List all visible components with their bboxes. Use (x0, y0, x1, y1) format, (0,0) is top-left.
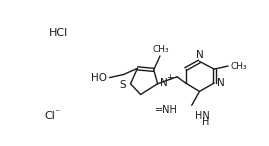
Text: N: N (196, 50, 203, 60)
Text: CH₃: CH₃ (153, 45, 169, 54)
Text: H: H (202, 117, 209, 127)
Text: S: S (119, 80, 126, 90)
Text: ⁻: ⁻ (55, 108, 60, 118)
Text: +: + (167, 73, 174, 82)
Text: HN: HN (195, 111, 210, 121)
Text: HCl: HCl (49, 28, 68, 38)
Text: =NH: =NH (155, 105, 178, 115)
Text: HO: HO (91, 73, 107, 83)
Text: CH₃: CH₃ (231, 61, 247, 71)
Text: Cl: Cl (44, 111, 55, 121)
Text: N: N (160, 78, 168, 88)
Text: N: N (217, 78, 224, 88)
